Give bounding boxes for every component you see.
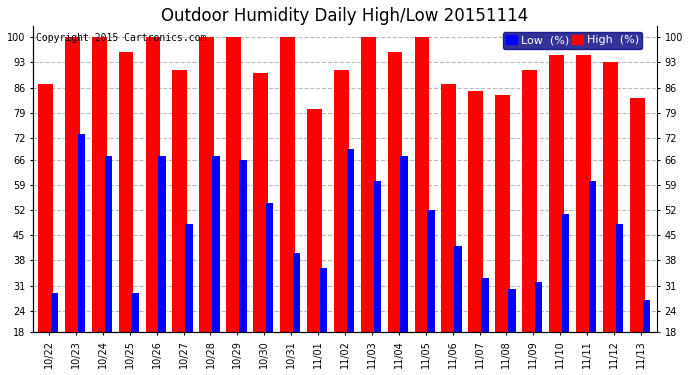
Bar bbox=[388, 52, 402, 375]
Bar bbox=[280, 37, 295, 375]
Bar bbox=[104, 156, 112, 375]
Bar bbox=[146, 37, 160, 375]
Bar bbox=[508, 289, 515, 375]
Bar bbox=[535, 282, 542, 375]
Bar bbox=[481, 278, 489, 375]
Bar bbox=[119, 52, 133, 375]
Bar bbox=[346, 149, 354, 375]
Bar bbox=[77, 135, 85, 375]
Bar bbox=[131, 293, 139, 375]
Bar bbox=[307, 109, 322, 375]
Bar bbox=[373, 181, 381, 375]
Bar bbox=[642, 300, 650, 375]
Bar bbox=[334, 70, 348, 375]
Bar bbox=[415, 37, 429, 375]
Bar bbox=[92, 37, 106, 375]
Bar bbox=[319, 268, 327, 375]
Bar bbox=[630, 99, 644, 375]
Bar bbox=[442, 84, 456, 375]
Bar bbox=[158, 156, 166, 375]
Bar bbox=[522, 70, 537, 375]
Bar bbox=[253, 73, 268, 375]
Bar bbox=[226, 37, 241, 375]
Bar bbox=[361, 37, 375, 375]
Bar bbox=[185, 225, 193, 375]
Bar bbox=[65, 37, 79, 375]
Bar bbox=[576, 55, 591, 375]
Bar bbox=[212, 156, 219, 375]
Title: Outdoor Humidity Daily High/Low 20151114: Outdoor Humidity Daily High/Low 20151114 bbox=[161, 7, 529, 25]
Bar bbox=[199, 37, 214, 375]
Bar bbox=[293, 253, 300, 375]
Bar bbox=[495, 95, 510, 375]
Bar bbox=[549, 55, 564, 375]
Bar bbox=[172, 70, 187, 375]
Bar bbox=[239, 160, 246, 375]
Bar bbox=[38, 84, 52, 375]
Bar bbox=[562, 214, 569, 375]
Bar bbox=[603, 63, 618, 375]
Bar bbox=[400, 156, 408, 375]
Bar bbox=[454, 246, 462, 375]
Bar bbox=[266, 203, 273, 375]
Legend: Low  (%), High  (%): Low (%), High (%) bbox=[503, 32, 642, 49]
Bar bbox=[427, 210, 435, 375]
Bar bbox=[615, 225, 623, 375]
Bar bbox=[589, 181, 596, 375]
Text: Copyright 2015 Cartronics.com: Copyright 2015 Cartronics.com bbox=[36, 33, 206, 43]
Bar bbox=[50, 293, 58, 375]
Bar bbox=[469, 91, 483, 375]
